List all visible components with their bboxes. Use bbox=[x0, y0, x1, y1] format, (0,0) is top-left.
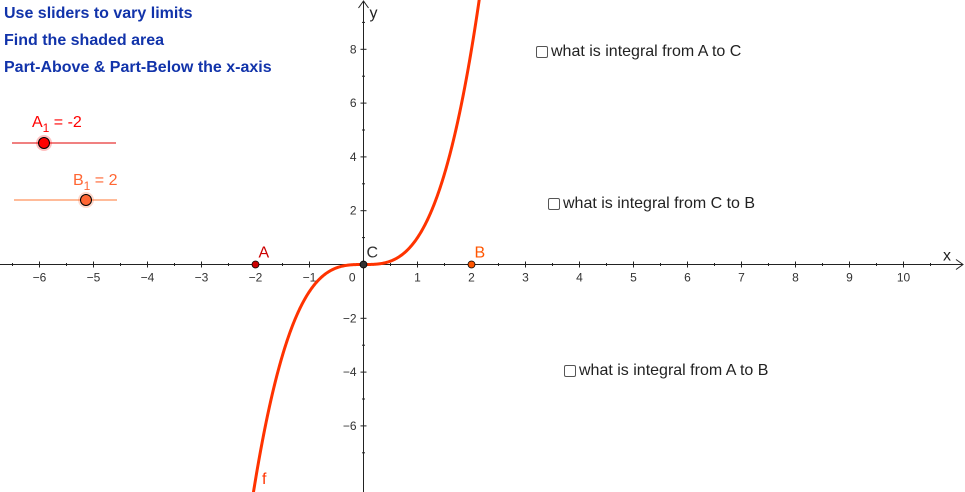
checkbox-integral-a-to-b[interactable]: what is integral from A to B bbox=[564, 362, 768, 380]
point-c-label: C bbox=[367, 245, 379, 262]
x-tick-label: 8 bbox=[792, 271, 799, 285]
y-tick-label: −6 bbox=[343, 419, 357, 433]
instruction-line-3: Part-Above & Part-Below the x-axis bbox=[4, 59, 272, 76]
slider-a1-value: = -2 bbox=[49, 114, 82, 131]
axis-ticks bbox=[12, 21, 931, 454]
instruction-line-1: Use sliders to vary limits bbox=[4, 5, 193, 22]
slider-a1-name: A bbox=[32, 114, 43, 131]
x-tick-label: −2 bbox=[249, 271, 263, 285]
checkbox-integral-c-to-b[interactable]: what is integral from C to B bbox=[548, 195, 755, 213]
point-a[interactable]: A bbox=[251, 245, 270, 269]
y-axis-arrow-icon bbox=[358, 0, 369, 9]
x-tick-label: 10 bbox=[897, 271, 911, 285]
x-tick-label: 9 bbox=[846, 271, 853, 285]
x-tick-label: −1 bbox=[303, 271, 317, 285]
slider-b1-name: B bbox=[73, 172, 84, 189]
x-tick-label: 3 bbox=[522, 271, 529, 285]
checkbox-icon[interactable] bbox=[564, 365, 576, 377]
instruction-line-2: Find the shaded area bbox=[4, 32, 165, 49]
x-tick-label: 2 bbox=[468, 271, 475, 285]
point-b-label: B bbox=[475, 245, 486, 262]
tick-labels: −6 −5 −4 −3 −2 −1 1 2 3 4 5 6 7 8 9 10 8 6 4 2 −2 −4 −6 0 bbox=[33, 42, 911, 433]
y-tick-label: −4 bbox=[343, 365, 357, 379]
x-tick-label: −3 bbox=[195, 271, 209, 285]
slider-a1[interactable]: A1 = -2 bbox=[12, 114, 116, 151]
checkbox-label: what is integral from C to B bbox=[563, 195, 756, 212]
function-label-f: f bbox=[262, 471, 267, 488]
y-tick-label: 8 bbox=[350, 42, 357, 56]
slider-b1[interactable]: B1 = 2 bbox=[14, 172, 118, 208]
point-b[interactable]: B bbox=[467, 245, 486, 269]
point-a-label: A bbox=[259, 245, 270, 262]
checkbox-icon[interactable] bbox=[536, 46, 548, 58]
x-axis-label: x bbox=[943, 248, 951, 265]
point-b-dot[interactable] bbox=[467, 260, 476, 269]
checkbox-integral-a-to-c[interactable]: what is integral from A to C bbox=[536, 43, 741, 61]
y-tick-label: −2 bbox=[343, 311, 357, 325]
checkbox-label: what is integral from A to C bbox=[551, 43, 742, 60]
x-tick-label: −4 bbox=[141, 271, 155, 285]
y-tick-label: 2 bbox=[350, 204, 357, 218]
y-tick-label: 6 bbox=[350, 96, 357, 110]
y-tick-label: 4 bbox=[350, 150, 357, 164]
slider-b1-sub: 1 bbox=[84, 179, 91, 193]
slider-a1-handle[interactable] bbox=[38, 137, 50, 149]
slider-b1-label: B1 = 2 bbox=[73, 172, 118, 193]
x-axis-arrow-icon bbox=[955, 259, 964, 270]
x-tick-label: −5 bbox=[87, 271, 101, 285]
x-tick-label: −6 bbox=[33, 271, 47, 285]
checkbox-label: what is integral from A to B bbox=[579, 362, 769, 379]
slider-a1-sub: 1 bbox=[43, 121, 50, 135]
slider-a1-label: A1 = -2 bbox=[32, 114, 82, 135]
x-tick-label: 6 bbox=[684, 271, 691, 285]
point-c-dot[interactable] bbox=[359, 260, 368, 269]
x-tick-label: 7 bbox=[738, 271, 745, 285]
origin-label: 0 bbox=[349, 271, 356, 285]
slider-b1-handle[interactable] bbox=[80, 194, 92, 206]
checkbox-icon[interactable] bbox=[548, 198, 560, 210]
point-c[interactable]: C bbox=[359, 245, 379, 269]
x-tick-label: 5 bbox=[630, 271, 637, 285]
x-tick-label: 1 bbox=[414, 271, 421, 285]
slider-b1-value: = 2 bbox=[90, 172, 117, 189]
x-tick-label: 4 bbox=[576, 271, 583, 285]
y-axis-label: y bbox=[370, 5, 378, 22]
point-a-dot[interactable] bbox=[251, 260, 260, 269]
